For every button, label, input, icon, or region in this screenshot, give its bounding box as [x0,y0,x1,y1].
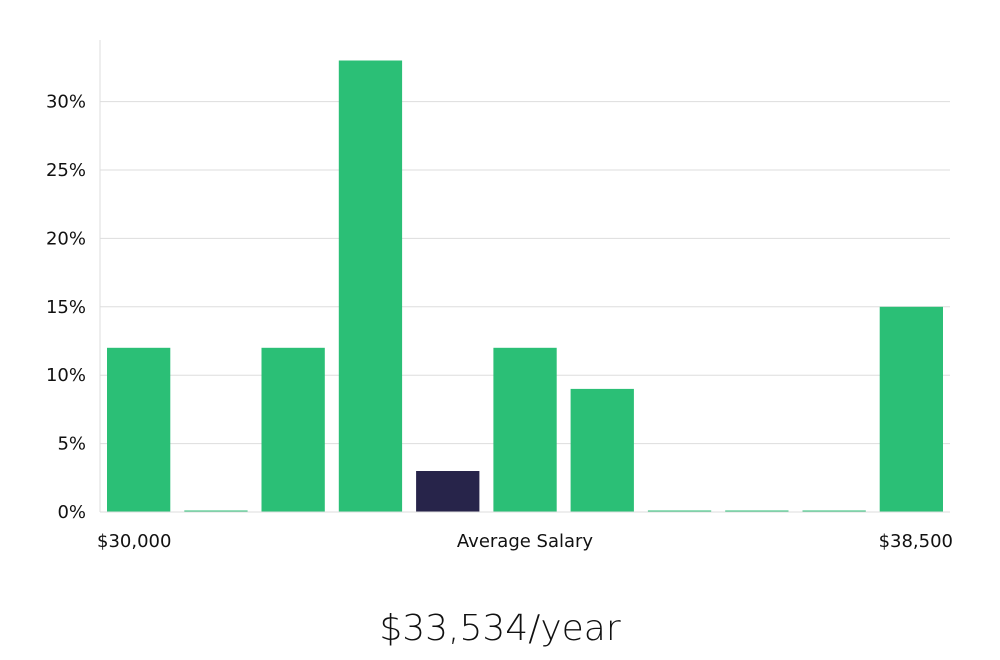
y-tick-label: 20% [46,228,86,249]
average-salary-summary: $33,534/year [379,608,621,649]
bar [338,60,403,512]
bar [647,510,712,512]
y-tick-label: 15% [46,297,86,318]
highlighted-bar [416,471,480,512]
bar [261,347,325,512]
y-tick-label: 30% [46,92,86,113]
x-min-label: $30,000 [97,531,171,552]
bar [184,510,248,512]
bar [725,510,789,512]
bar [107,347,171,512]
bar [493,347,557,512]
salary-histogram: 0% 5% 10% 15% 20% 25% 30% $30,000 Average Sala… [46,40,953,552]
x-axis-label: Average Salary [457,531,594,552]
y-axis-ticks: 0% 5% 10% 15% 20% 25% 30% [46,92,86,523]
bars [107,60,943,512]
y-tick-label: 10% [46,365,86,386]
y-tick-label: 25% [46,160,86,181]
bar [802,510,866,512]
bar [879,306,943,512]
x-max-label: $38,500 [879,531,953,552]
y-tick-label: 0% [57,502,86,523]
grid-lines [100,101,950,445]
bar [570,388,634,512]
y-tick-label: 5% [57,434,86,455]
